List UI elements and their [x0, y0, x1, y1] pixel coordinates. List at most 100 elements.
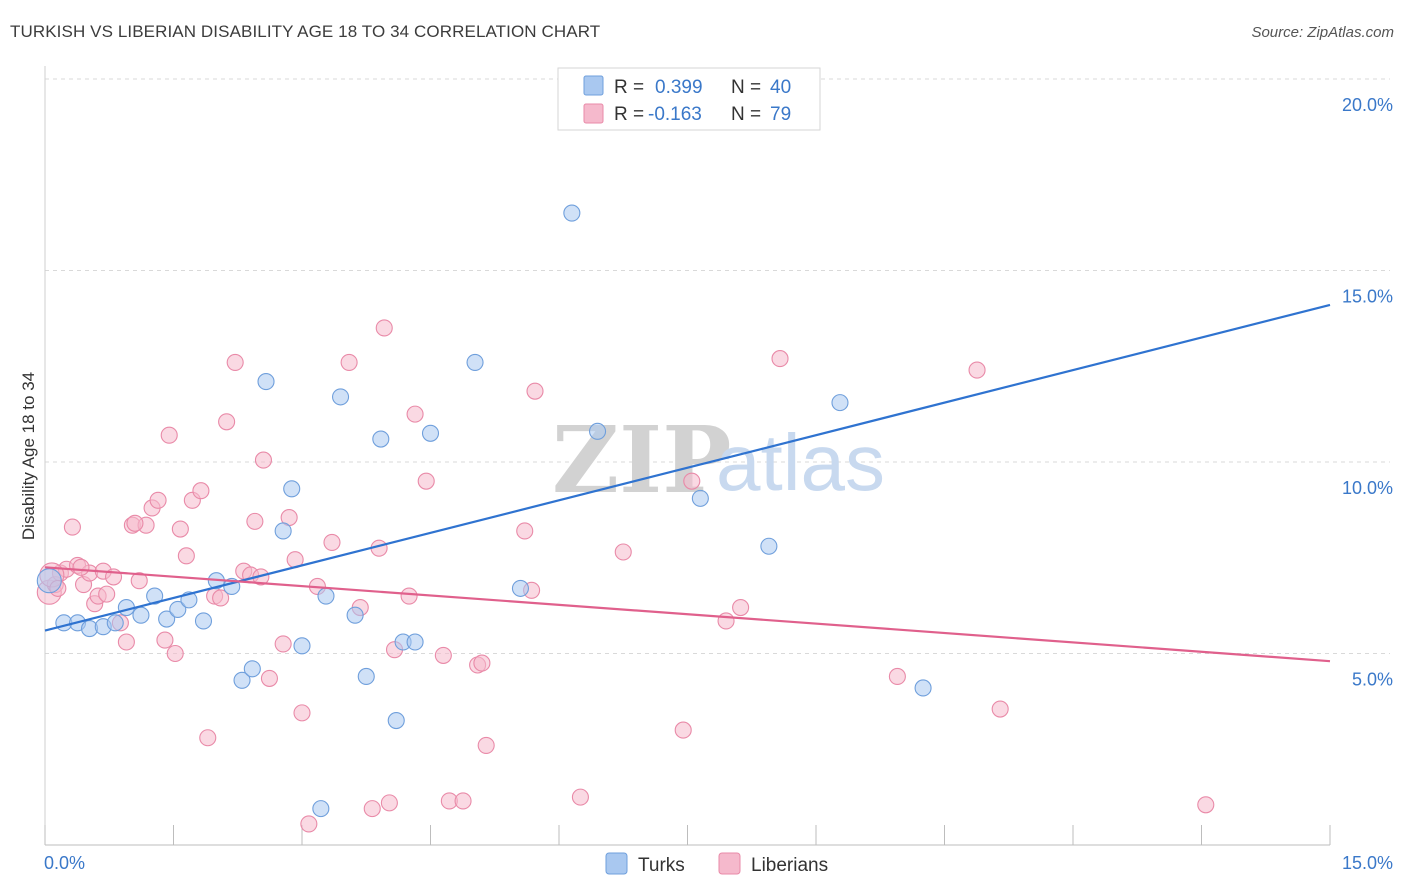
turks-point: [760, 537, 778, 555]
stats-legend: R = 0.399 N = 40 R = -0.163 N = 79: [557, 67, 821, 131]
turks-point: [466, 353, 484, 371]
liberians-point: [473, 654, 491, 672]
turks-point: [283, 480, 301, 498]
tick-labels: 5.0% 10.0% 15.0% 20.0% 0.0% 15.0%: [44, 95, 1393, 873]
liberians-point: [254, 451, 273, 469]
liberians-stats-swatch: [583, 103, 604, 124]
turks-point: [563, 204, 581, 222]
turks-point: [158, 610, 176, 628]
x-tick-label: 0.0%: [44, 853, 85, 873]
turks-r-label: R =: [614, 77, 644, 98]
liberians-point: [130, 572, 148, 590]
series-legend: Turks Liberians: [605, 852, 828, 876]
turks-point: [914, 679, 932, 697]
turks-point: [588, 422, 607, 440]
liberians-point: [968, 361, 986, 379]
turks-point: [274, 522, 292, 540]
liberians-point: [160, 426, 178, 444]
liberians-point: [406, 405, 424, 423]
turks-point: [346, 606, 364, 624]
liberians-point: [454, 792, 472, 810]
liberians-point: [340, 353, 358, 371]
liberians-point: [293, 704, 311, 722]
liberians-point: [177, 547, 195, 565]
liberians-point: [380, 794, 398, 812]
legend-liberians-label: Liberians: [751, 855, 828, 876]
turks-point: [106, 614, 124, 632]
turks-point: [357, 667, 375, 686]
liberians-point: [363, 800, 381, 818]
liberians-point: [98, 585, 116, 603]
legend-turks-label: Turks: [638, 855, 685, 876]
liberians-point: [417, 472, 435, 490]
watermark-atlas: atlas: [716, 418, 885, 507]
turks-point: [132, 606, 150, 624]
legend-turks-swatch: [605, 852, 628, 875]
liberians-point: [434, 646, 452, 664]
liberians-point: [400, 587, 418, 605]
liberians-point: [732, 598, 750, 617]
liberians-r-label: R =: [614, 104, 644, 125]
liberians-r-value: -0.163: [648, 104, 702, 125]
liberians-point: [72, 558, 90, 576]
liberians-point: [674, 721, 692, 739]
liberians-point: [226, 353, 244, 371]
x-tick-label: 15.0%: [1342, 853, 1393, 873]
turks-point: [36, 568, 62, 594]
liberians-point: [63, 518, 81, 536]
liberians-point: [246, 512, 264, 530]
liberians-n-value: 79: [770, 104, 791, 125]
liberians-point: [126, 514, 144, 532]
y-tick-label: 15.0%: [1342, 287, 1393, 307]
liberians-point: [516, 522, 534, 540]
turks-point: [317, 587, 335, 605]
turks-point: [406, 633, 424, 651]
turks-r-value: 0.399: [655, 77, 703, 98]
turks-point: [194, 612, 213, 630]
trend-lines: [44, 303, 1331, 663]
legend-liberians-swatch: [718, 852, 741, 875]
liberians-point: [683, 472, 701, 490]
source-credit: Source: ZipAtlas.com: [1251, 24, 1394, 41]
liberians-point: [477, 736, 495, 754]
y-axis-title: Disability Age 18 to 34: [19, 372, 38, 540]
liberians-point: [274, 635, 292, 653]
liberians-point: [171, 520, 189, 538]
y-tick-label: 20.0%: [1342, 95, 1393, 115]
turks-point: [169, 600, 187, 619]
turks-point: [233, 671, 251, 689]
turks-point: [831, 394, 849, 412]
axes: [44, 66, 1331, 846]
turks-stats-swatch: [583, 75, 604, 96]
liberians-point: [212, 589, 230, 607]
liberians-point: [1197, 796, 1215, 814]
liberians-trend-line: [44, 566, 1331, 663]
turks-n-value: 40: [770, 77, 791, 98]
turks-point: [257, 373, 275, 391]
liberians-point: [166, 644, 184, 663]
liberians-point: [117, 633, 135, 651]
turks-point: [691, 489, 709, 507]
turks-point: [331, 388, 350, 406]
liberians-point: [218, 413, 236, 431]
turks-point: [293, 637, 311, 655]
y-tick-label: 5.0%: [1352, 670, 1393, 690]
liberians-point: [771, 350, 789, 368]
liberians-point: [199, 729, 217, 747]
liberians-point: [192, 482, 210, 500]
liberians-point: [614, 543, 632, 561]
liberians-point: [300, 815, 318, 833]
turks-point: [243, 660, 261, 678]
liberians-point: [323, 533, 341, 551]
turks-point: [372, 430, 390, 448]
liberians-point: [149, 491, 167, 509]
turks-n-label: N =: [731, 77, 761, 98]
turks-point: [421, 424, 440, 442]
chart-title: TURKISH VS LIBERIAN DISABILITY AGE 18 TO…: [10, 22, 601, 41]
y-tick-label: 10.0%: [1342, 478, 1393, 498]
turks-point: [511, 579, 530, 597]
turks-points: [36, 70, 932, 818]
liberians-point: [260, 669, 278, 687]
liberians-point: [571, 788, 589, 806]
